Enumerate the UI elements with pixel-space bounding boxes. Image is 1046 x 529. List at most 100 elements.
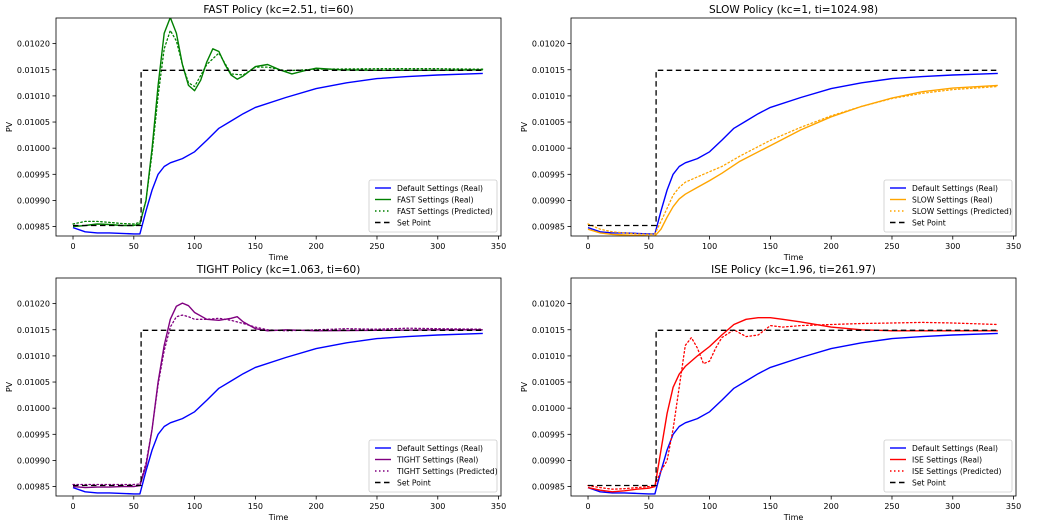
- series-line-solid-ise: [587, 317, 998, 493]
- chart-panel-1: FAST Policy (kc=2.51, ti=60) 0 50 100 150 200…: [5, 4, 506, 262]
- y-tick-label: 0.01020: [17, 40, 50, 49]
- legend-entry: Default Settings (Real): [912, 184, 998, 193]
- y-axis-label: PV: [5, 381, 14, 392]
- x-tick-label: 150: [248, 502, 263, 511]
- legend-entry: FAST Settings (Real): [397, 195, 474, 204]
- legend-entry: SLOW Settings (Predicted): [912, 207, 1012, 216]
- y-tick-label: 0.00985: [17, 483, 50, 492]
- legend-box: [883, 179, 1013, 233]
- legend: Default Settings (Real) FAST Settings (Re…: [368, 179, 498, 233]
- y-tick-label: 0.01000: [532, 404, 565, 413]
- x-tick-label: 100: [187, 502, 202, 511]
- legend-entry: Default Settings (Real): [397, 184, 483, 193]
- y-tick-label: 0.01000: [17, 144, 50, 153]
- x-tick-label: 50: [129, 242, 139, 251]
- y-tick-label: 0.01005: [17, 378, 50, 387]
- series-line-dashed-setpoint: [588, 329, 998, 487]
- legend-entry: Set Point: [912, 478, 946, 487]
- y-tick-label: 0.01020: [17, 300, 50, 309]
- series-line-dotted-slow: [587, 85, 999, 236]
- y-tick-label: 0.01005: [17, 118, 50, 127]
- series-group: [72, 18, 484, 235]
- x-axis-label: Time: [783, 253, 804, 262]
- legend: Default Settings (Real) ISE Settings (Rea…: [883, 439, 1013, 493]
- y-axis-label: PV: [520, 381, 529, 392]
- legend-entry: Set Point: [912, 218, 946, 227]
- chart-title: ISE Policy (kc=1.96, ti=261.97): [711, 264, 876, 276]
- x-tick-label: 200: [824, 242, 839, 251]
- y-tick-label: 0.01015: [532, 326, 565, 335]
- x-tick-label: 150: [248, 242, 263, 251]
- y-tick-label: 0.00985: [532, 483, 565, 492]
- chart-title: TIGHT Policy (kc=1.063, ti=60): [196, 264, 361, 276]
- legend-entry: FAST Settings (Predicted): [397, 207, 493, 216]
- y-tick-label: 0.00995: [532, 430, 565, 439]
- x-tick-label: 100: [702, 242, 717, 251]
- x-tick-label: 350: [491, 242, 506, 251]
- legend-entry: ISE Settings (Predicted): [912, 467, 1001, 476]
- x-tick-label: 300: [945, 502, 960, 511]
- x-tick-label: 200: [824, 502, 839, 511]
- y-tick-label: 0.00990: [17, 196, 50, 205]
- series-line-dotted-fast: [72, 29, 484, 225]
- series-line-solid-fast: [72, 18, 483, 228]
- series-line-solid-default: [587, 332, 998, 495]
- legend: Default Settings (Real) SLOW Settings (Re…: [883, 179, 1013, 233]
- series-line-dashed-setpoint: [73, 329, 483, 487]
- y-tick-label: 0.01020: [532, 40, 565, 49]
- chart-title: FAST Policy (kc=2.51, ti=60): [203, 4, 353, 16]
- x-tick-label: 250: [369, 242, 384, 251]
- x-tick-label: 250: [884, 242, 899, 251]
- x-tick-label: 300: [430, 242, 445, 251]
- legend-box: [368, 179, 498, 233]
- x-tick-label: 350: [1006, 502, 1021, 511]
- x-tick-label: 300: [430, 502, 445, 511]
- series-line-solid-default: [72, 332, 483, 495]
- y-axis-label: PV: [5, 121, 14, 132]
- y-tick-label: 0.01000: [532, 144, 565, 153]
- y-tick-label: 0.00985: [532, 223, 565, 232]
- legend-entry: Default Settings (Real): [912, 444, 998, 453]
- y-tick-label: 0.00990: [17, 456, 50, 465]
- legend-entry: Set Point: [397, 218, 431, 227]
- axes-frame: [570, 17, 1017, 237]
- series-group: [72, 302, 484, 495]
- y-tick-label: 0.00990: [532, 456, 565, 465]
- series-line-dotted-tight: [72, 314, 484, 486]
- series-group: [587, 69, 999, 236]
- y-tick-label: 0.01010: [17, 352, 50, 361]
- y-tick-label: 0.00995: [532, 170, 565, 179]
- x-tick-label: 0: [70, 242, 75, 251]
- x-tick-label: 0: [70, 502, 75, 511]
- legend-entry: Default Settings (Real): [397, 444, 483, 453]
- axes-frame: [55, 277, 502, 497]
- chart-panel-3: TIGHT Policy (kc=1.063, ti=60) 0 50 100 150 2…: [5, 264, 506, 522]
- legend-entry: SLOW Settings (Real): [912, 195, 993, 204]
- x-tick-label: 50: [644, 502, 654, 511]
- chart-panel-2: SLOW Policy (kc=1, ti=1024.98) 0 50 100 150 2…: [520, 4, 1021, 262]
- x-tick-label: 350: [1006, 242, 1021, 251]
- legend-box: [883, 439, 1013, 493]
- x-tick-label: 300: [945, 242, 960, 251]
- y-tick-label: 0.01020: [532, 300, 565, 309]
- legend-box: [368, 439, 498, 493]
- x-axis-label: Time: [268, 253, 289, 262]
- x-tick-label: 0: [585, 502, 590, 511]
- series-group: [587, 317, 999, 495]
- y-tick-label: 0.01015: [17, 326, 50, 335]
- x-axis-label: Time: [783, 513, 804, 522]
- axes-frame: [55, 17, 502, 237]
- y-tick-label: 0.01000: [17, 404, 50, 413]
- x-tick-label: 250: [369, 502, 384, 511]
- y-tick-label: 0.01005: [532, 378, 565, 387]
- x-axis-label: Time: [268, 513, 289, 522]
- y-tick-label: 0.00995: [17, 430, 50, 439]
- y-tick-label: 0.01010: [532, 352, 565, 361]
- x-tick-label: 150: [763, 242, 778, 251]
- y-tick-label: 0.01015: [532, 66, 565, 75]
- axes-frame: [570, 277, 1017, 497]
- y-tick-label: 0.00985: [17, 223, 50, 232]
- y-tick-label: 0.01005: [532, 118, 565, 127]
- y-tick-label: 0.00995: [17, 170, 50, 179]
